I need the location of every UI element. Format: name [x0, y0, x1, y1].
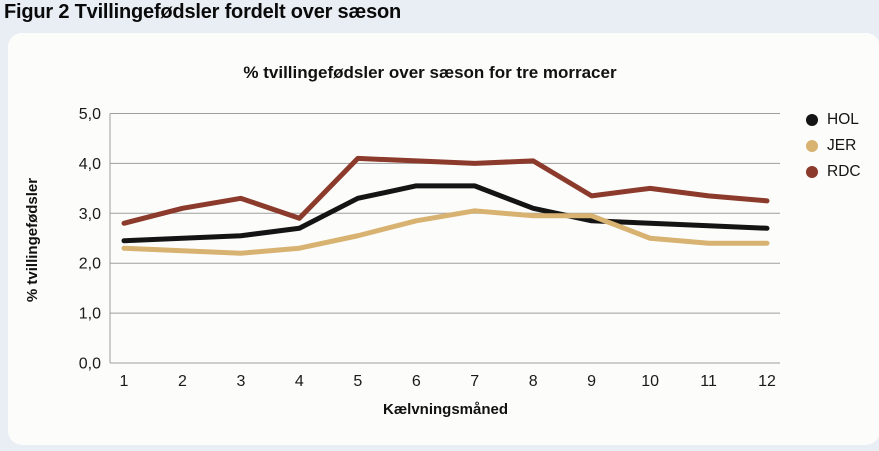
- x-tick-label: 4: [295, 373, 304, 390]
- legend-label: HOL: [827, 111, 859, 128]
- x-tick-label: 12: [758, 373, 776, 390]
- legend-marker-jer: [806, 140, 818, 152]
- x-axis-label: Kælvningsmåned: [382, 401, 509, 418]
- y-tick-label: 3,0: [79, 206, 101, 223]
- y-tick-label: 2,0: [79, 256, 101, 273]
- x-tick-label: 3: [236, 373, 245, 390]
- y-axis-label: % tvillingefødsler: [24, 177, 41, 303]
- legend-marker-rdc: [806, 166, 818, 178]
- chart-title: % tvillingefødsler over sæson for tre mo…: [243, 63, 617, 82]
- legend-marker-hol: [806, 114, 818, 126]
- x-tick-label: 10: [641, 373, 659, 390]
- legend-item-hol: HOL: [806, 111, 861, 129]
- series-line-rdc: [121, 155, 770, 226]
- x-tick-label: 9: [587, 373, 596, 390]
- x-tick-label: 8: [529, 373, 538, 390]
- y-tick-label: 0,0: [79, 356, 101, 373]
- figure-heading: Figur 2 Tvillingefødsler fordelt over sæ…: [4, 1, 402, 23]
- series-line-jer: [121, 208, 770, 256]
- series-line-hol: [121, 183, 770, 244]
- legend-item-jer: JER: [806, 137, 861, 155]
- legend-item-rdc: RDC: [806, 163, 861, 181]
- x-tick-label: 11: [700, 373, 717, 390]
- x-tick-label: 5: [353, 373, 362, 390]
- x-tick-label: 7: [470, 373, 479, 390]
- y-tick-label: 1,0: [79, 306, 101, 323]
- legend: HOL JER RDC: [806, 111, 861, 189]
- y-tick-label: 4,0: [79, 156, 101, 173]
- legend-label: JER: [827, 137, 857, 154]
- x-tick-label: 2: [178, 373, 187, 390]
- y-tick-label: 5,0: [79, 106, 101, 123]
- x-tick-label: 1: [120, 373, 129, 390]
- legend-label: RDC: [827, 163, 861, 180]
- x-tick-label: 6: [412, 373, 421, 390]
